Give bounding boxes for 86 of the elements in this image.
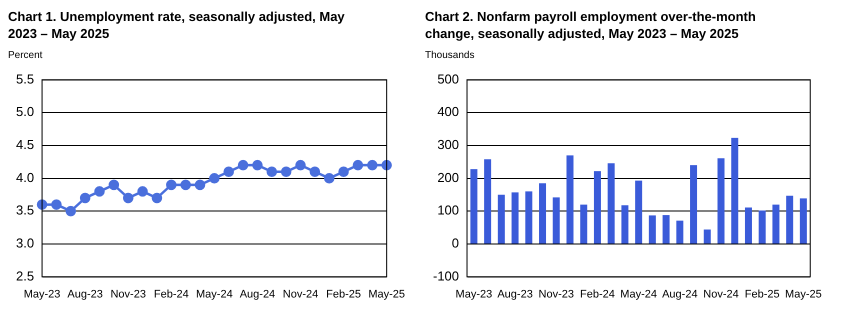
point — [252, 160, 263, 170]
point — [51, 199, 62, 210]
y-tick-label: 100 — [437, 202, 460, 218]
y-tick-label: 0 — [452, 236, 460, 251]
bar — [744, 208, 752, 244]
bar — [662, 215, 670, 244]
bar — [594, 171, 601, 244]
point — [209, 173, 220, 184]
bar — [539, 183, 546, 244]
bar — [786, 196, 794, 244]
y-tick-label: 2.5 — [16, 268, 34, 284]
point — [137, 186, 148, 197]
y-axis-title: Percent — [8, 50, 44, 63]
bar — [648, 215, 656, 244]
bar — [608, 163, 615, 244]
x-tick-label: Feb-25 — [326, 288, 362, 300]
point — [266, 166, 278, 177]
bar — [512, 192, 519, 244]
bar — [758, 210, 766, 244]
x-tick-label: Nov-23 — [538, 288, 574, 300]
bar — [566, 155, 574, 244]
y-axis-title: Thousands — [425, 50, 476, 63]
y-tick-label: -100 — [432, 268, 460, 284]
x-tick-label: May-25 — [368, 288, 406, 300]
bar — [525, 191, 532, 244]
x-tick-label: Aug-24 — [240, 288, 276, 300]
point — [180, 180, 191, 190]
bar — [718, 158, 725, 244]
point — [66, 206, 76, 216]
bar — [690, 165, 698, 244]
y-tick-label: 200 — [437, 170, 460, 185]
y-tick-label: 3.0 — [16, 236, 34, 251]
x-tick-label: May-25 — [785, 288, 822, 300]
bar — [498, 194, 505, 244]
point — [108, 180, 120, 190]
point — [80, 192, 90, 204]
x-tick-label: May-24 — [620, 288, 657, 300]
x-tick-label: Nov-24 — [703, 288, 739, 300]
chart-title: Chart 1. Unemployment rate, seasonally adjusted, May 2023 – May 2025 — [8, 8, 346, 43]
x-tick-label: May-23 — [456, 288, 492, 300]
point — [194, 180, 206, 190]
y-tick-label: 4.5 — [16, 137, 34, 152]
point — [310, 166, 320, 177]
x-tick-label: Aug-23 — [67, 288, 103, 300]
bar — [772, 204, 780, 244]
point — [295, 160, 306, 170]
point — [36, 199, 48, 210]
y-tick-label: 4.0 — [16, 170, 34, 185]
point — [238, 160, 248, 170]
y-tick-label: 400 — [437, 104, 460, 120]
y-tick-label: 500 — [437, 71, 460, 86]
x-tick-label: Feb-24 — [580, 288, 615, 300]
bar — [704, 230, 711, 244]
point — [94, 186, 105, 197]
x-tick-label: Aug-23 — [497, 288, 533, 300]
point — [352, 160, 364, 170]
y-tick-label: 5.5 — [16, 71, 34, 86]
bar — [635, 180, 642, 244]
y-tick-label: 5.0 — [16, 104, 34, 120]
x-tick-label: May-24 — [196, 288, 233, 300]
bar — [800, 198, 807, 244]
point — [367, 160, 378, 170]
point — [280, 166, 292, 177]
y-tick-label: 3.5 — [16, 202, 34, 218]
x-tick-label: Aug-24 — [662, 288, 698, 300]
bar — [580, 204, 588, 244]
x-tick-label: Nov-23 — [110, 288, 146, 300]
chart-title: Chart 2. Nonfarm payroll employment over-the-month change, seasonally adjusted, May 2023 – May 2025 — [425, 8, 757, 43]
point — [152, 192, 162, 204]
x-tick-label: Feb-24 — [154, 288, 189, 300]
point — [338, 166, 349, 177]
bar — [484, 159, 492, 244]
bar — [731, 138, 738, 244]
x-tick-label: May-23 — [24, 288, 60, 300]
y-tick-label: 300 — [437, 137, 460, 152]
point — [122, 192, 134, 204]
point — [166, 180, 177, 190]
bar — [676, 220, 684, 244]
bar — [470, 169, 478, 244]
bar — [552, 197, 560, 244]
x-tick-label: Nov-24 — [282, 288, 318, 300]
x-tick-label: Feb-25 — [744, 288, 780, 300]
bar — [621, 205, 628, 244]
point — [324, 173, 334, 184]
point — [223, 166, 234, 177]
point — [381, 160, 392, 170]
